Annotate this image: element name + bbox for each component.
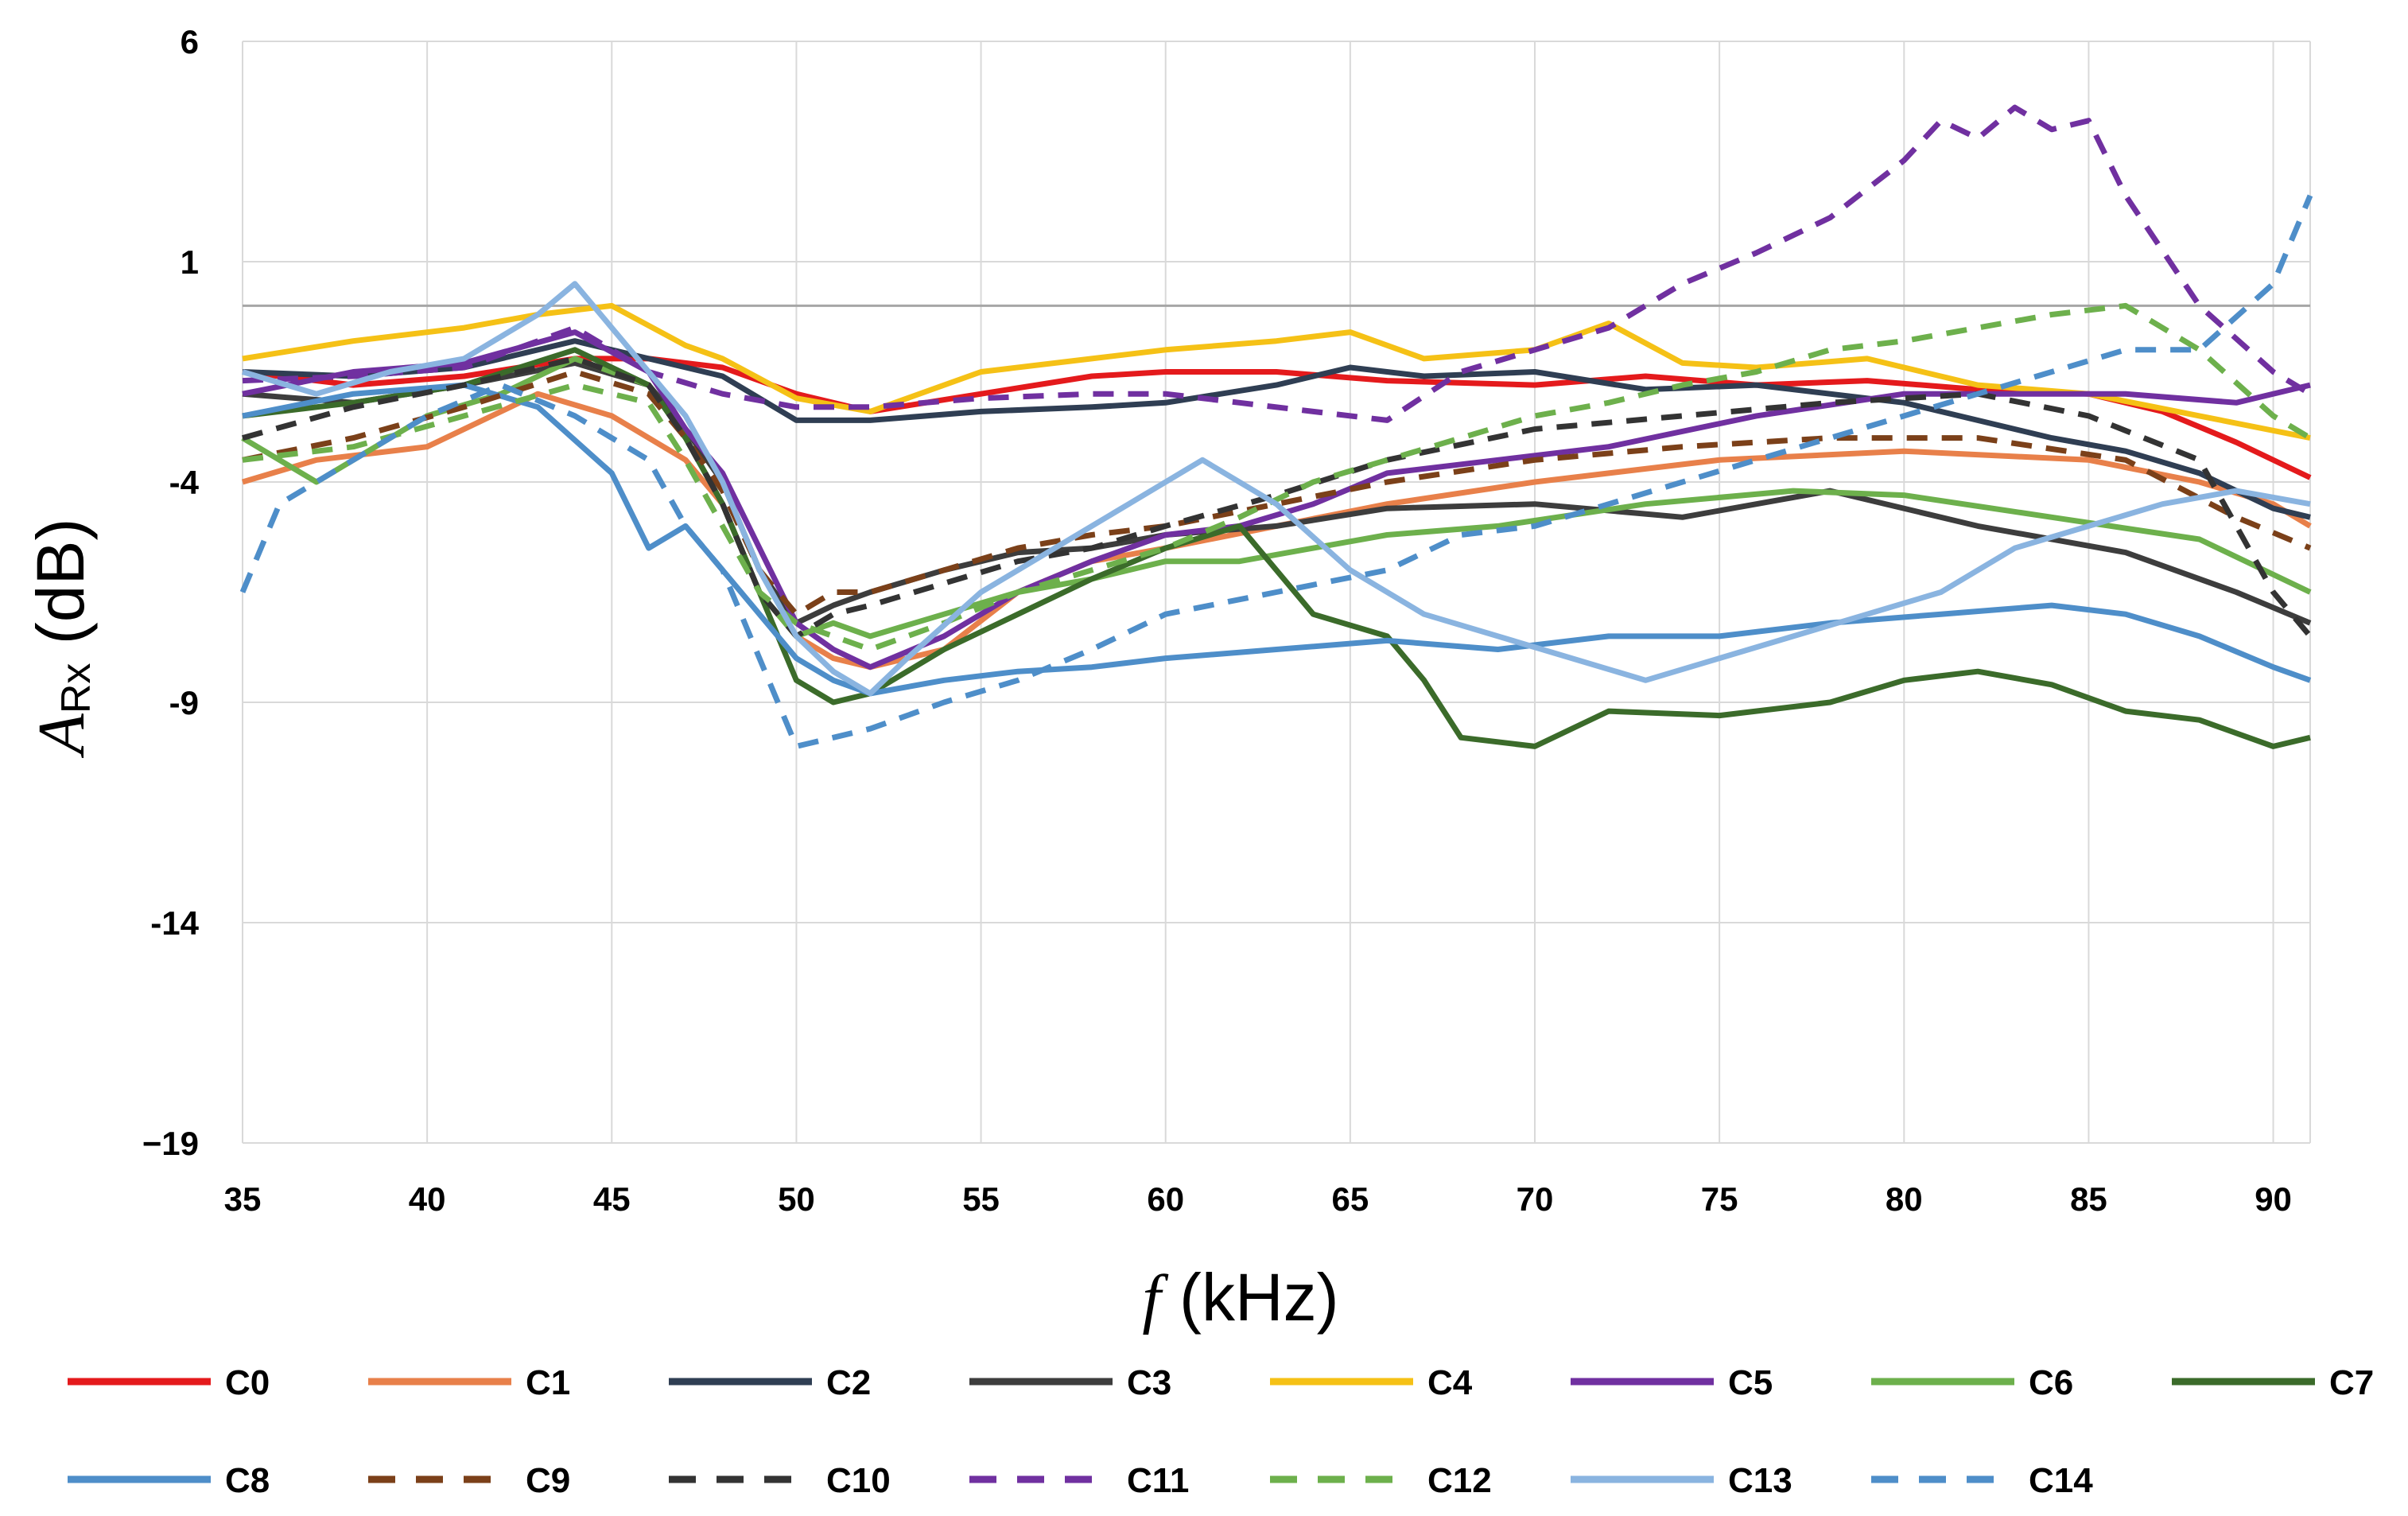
legend-item-c4: C4 [1270,1363,1473,1402]
legend-label: C9 [526,1461,570,1500]
legend-item-c11: C11 [969,1461,1189,1500]
legend-item-c5: C5 [1571,1363,1773,1402]
y-axis-title-symbol: A [25,713,99,758]
series-line-c14 [239,194,2313,749]
legend-label: C11 [1127,1461,1189,1500]
x-tick-label: 75 [1701,1180,1738,1218]
legend-label: C7 [2329,1363,2374,1402]
y-tick-labels: 6 1 -4 -9 -14 −19 [142,23,200,1162]
series-line-c12 [242,302,2312,652]
y-axis-title-unit: (dB) [23,519,98,663]
legend-label: C1 [526,1363,570,1402]
legend-item-c8: C8 [68,1461,270,1500]
legend-item-c0: C0 [68,1363,270,1402]
x-axis-title: f (kHz) [1142,1260,1338,1335]
y-tick-label: 1 [181,243,199,281]
series-lines [239,104,2313,749]
series-line-c3 [242,360,2312,626]
legend-label: C13 [1728,1461,1792,1500]
y-tick-label: -9 [169,684,199,721]
legend-label: C10 [826,1461,891,1500]
legend-item-c1: C1 [368,1363,570,1402]
legend-item-c13: C13 [1571,1461,1792,1500]
legend-item-c12: C12 [1270,1461,1492,1500]
y-tick-label: -4 [169,464,200,501]
x-tick-label: 65 [1331,1180,1369,1218]
series-line-c1 [241,391,2312,671]
x-tick-label: 70 [1517,1180,1554,1218]
series-line-c4 [242,302,2311,441]
x-tick-label: 55 [962,1180,1000,1218]
legend-item-c2: C2 [669,1363,871,1402]
y-tick-label: 6 [181,23,199,60]
legend: C0 C1 C2 C3 C4 C5 C6 C7 C8 C9 C10 C11 C12 C13 C14 [68,1363,2374,1500]
series-line-c8 [242,382,2312,697]
x-tick-label: 40 [409,1180,446,1218]
legend-item-c6: C6 [1871,1363,2073,1402]
legend-item-c10: C10 [669,1461,891,1500]
legend-item-c3: C3 [969,1363,1171,1402]
legend-label: C3 [1127,1363,1171,1402]
x-tick-label: 80 [1886,1180,1923,1218]
y-axis-title: ARx (dB) [23,519,99,759]
svg-text:ARx (dB): ARx (dB) [23,519,99,759]
series-line-c2 [242,338,2311,520]
legend-item-c14: C14 [1871,1461,2093,1500]
y-tick-label: −19 [142,1125,199,1162]
legend-label: C4 [1427,1363,1473,1402]
legend-label: C5 [1728,1363,1773,1402]
x-tick-label: 85 [2070,1180,2107,1218]
x-tick-label: 50 [778,1180,815,1218]
x-tick-label: 90 [2255,1180,2292,1218]
y-tick-label: -14 [150,904,199,942]
legend-label: C8 [225,1461,270,1500]
x-tick-label: 45 [593,1180,631,1218]
legend-label: C0 [225,1363,270,1402]
y-axis-title-subscript: Rx [53,663,99,714]
series-line-c11 [242,104,2312,423]
legend-item-c7: C7 [2172,1363,2374,1402]
legend-label: C14 [2029,1461,2093,1500]
x-tick-labels: 35 40 45 50 55 60 65 70 75 80 85 90 [224,1180,2292,1218]
legend-label: C12 [1427,1461,1492,1500]
series-line-c9 [242,369,2312,617]
x-axis-title-unit: (kHz) [1161,1260,1339,1335]
series-line-c13 [241,281,2311,697]
legend-label: C2 [826,1363,871,1402]
x-tick-label: 60 [1147,1180,1184,1218]
legend-label: C6 [2029,1363,2073,1402]
legend-item-c9: C9 [368,1461,570,1500]
x-tick-label: 35 [224,1180,262,1218]
